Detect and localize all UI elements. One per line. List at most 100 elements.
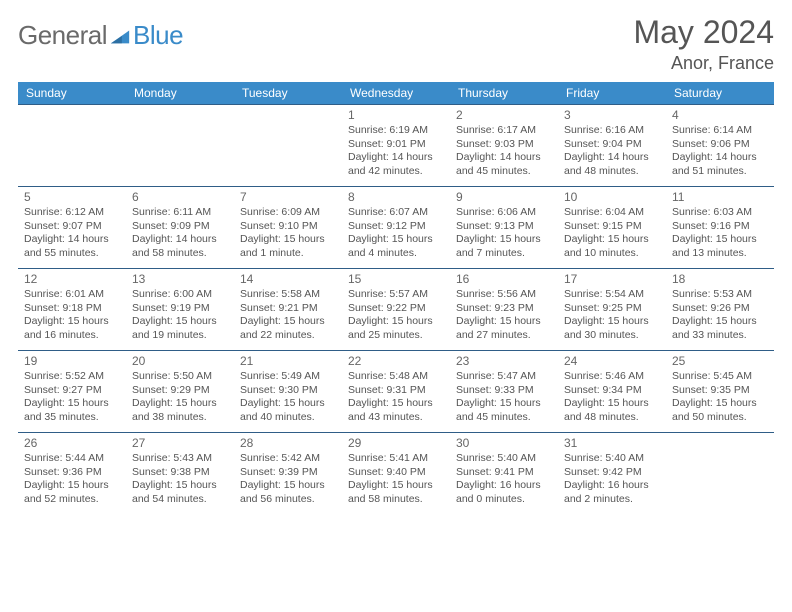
daylight-line2: and 4 minutes. xyxy=(348,247,444,261)
daylight-line1: Daylight: 15 hours xyxy=(24,397,120,411)
daylight-line1: Daylight: 15 hours xyxy=(348,233,444,247)
daylight-line1: Daylight: 14 hours xyxy=(456,151,552,165)
day-number: 14 xyxy=(240,272,336,286)
calendar-day-cell: 26Sunrise: 5:44 AMSunset: 9:36 PMDayligh… xyxy=(18,433,126,515)
daylight-line2: and 51 minutes. xyxy=(672,165,768,179)
daylight-line1: Daylight: 14 hours xyxy=(132,233,228,247)
sunrise-text: Sunrise: 5:56 AM xyxy=(456,288,552,302)
calendar-day-cell: 24 Sunrise: 5:46 AMSunset: 9:34 PMDayligh… xyxy=(558,351,666,433)
calendar-day-cell: 11Sunrise: 6:03 AMSunset: 9:16 PMDayligh… xyxy=(666,187,774,269)
day-info: Sunrise: 6:19 AMSunset: 9:01 PMDaylight:… xyxy=(348,124,444,179)
day-number: 17 xyxy=(564,272,660,286)
daylight-line1: Daylight: 15 hours xyxy=(672,233,768,247)
day-header: Tuesday xyxy=(234,82,342,105)
day-info: Sunrise: 5:43 AMSunset: 9:38 PMDaylight:… xyxy=(132,452,228,507)
day-number: 12 xyxy=(24,272,120,286)
calendar-day-cell: 23 Sunrise: 5:47 AMSunset: 9:33 PMDayligh… xyxy=(450,351,558,433)
sunset-text: Sunset: 9:06 PM xyxy=(672,138,768,152)
daylight-line2: and 58 minutes. xyxy=(348,493,444,507)
sunrise-text: Sunrise: 5:53 AM xyxy=(672,288,768,302)
calendar-week-row: 12Sunrise: 6:01 AMSunset: 9:18 PMDayligh… xyxy=(18,269,774,351)
daylight-line1: Daylight: 15 hours xyxy=(240,315,336,329)
daylight-line1: Daylight: 16 hours xyxy=(456,479,552,493)
sunset-text: Sunset: 9:39 PM xyxy=(240,466,336,480)
calendar-day-cell xyxy=(126,105,234,187)
sunset-text: Sunset: 9:22 PM xyxy=(348,302,444,316)
sunset-text: Sunset: 9:27 PM xyxy=(24,384,120,398)
calendar-week-row: 19Sunrise: 5:52 AMSunset: 9:27 PMDayligh… xyxy=(18,351,774,433)
day-header: Wednesday xyxy=(342,82,450,105)
daylight-line1: Daylight: 15 hours xyxy=(240,479,336,493)
day-info: Sunrise: 5:42 AMSunset: 9:39 PMDaylight:… xyxy=(240,452,336,507)
daylight-line2: and 52 minutes. xyxy=(24,493,120,507)
calendar-day-cell: 25Sunrise: 5:45 AMSunset: 9:35 PMDayligh… xyxy=(666,351,774,433)
sunrise-text: Sunrise: 6:11 AM xyxy=(132,206,228,220)
daylight-line1: Daylight: 15 hours xyxy=(672,315,768,329)
sunrise-text: Sunrise: 5:58 AM xyxy=(240,288,336,302)
sunrise-text: Sunrise: 5:41 AM xyxy=(348,452,444,466)
day-info: Sunrise: 5:40 AMSunset: 9:41 PMDaylight:… xyxy=(456,452,552,507)
day-number: 8 xyxy=(348,190,444,204)
daylight-line1: Daylight: 15 hours xyxy=(672,397,768,411)
day-number: 24 xyxy=(564,354,660,368)
daylight-line1: Daylight: 14 hours xyxy=(564,151,660,165)
calendar-day-cell: 6Sunrise: 6:11 AMSunset: 9:09 PMDaylight… xyxy=(126,187,234,269)
daylight-line2: and 55 minutes. xyxy=(24,247,120,261)
calendar-day-cell xyxy=(666,433,774,515)
calendar-day-cell: 20Sunrise: 5:50 AMSunset: 9:29 PMDayligh… xyxy=(126,351,234,433)
daylight-line1: Daylight: 15 hours xyxy=(240,397,336,411)
day-info: Sunrise: 5:46 AMSunset: 9:34 PMDaylight:… xyxy=(564,370,660,425)
day-info: Sunrise: 6:16 AMSunset: 9:04 PMDaylight:… xyxy=(564,124,660,179)
sunset-text: Sunset: 9:42 PM xyxy=(564,466,660,480)
sunrise-text: Sunrise: 5:42 AM xyxy=(240,452,336,466)
calendar-day-cell: 1Sunrise: 6:19 AMSunset: 9:01 PMDaylight… xyxy=(342,105,450,187)
brand-part2: Blue xyxy=(133,20,183,51)
daylight-line2: and 22 minutes. xyxy=(240,329,336,343)
sunset-text: Sunset: 9:30 PM xyxy=(240,384,336,398)
sunset-text: Sunset: 9:09 PM xyxy=(132,220,228,234)
day-info: Sunrise: 5:48 AMSunset: 9:31 PMDaylight:… xyxy=(348,370,444,425)
daylight-line2: and 56 minutes. xyxy=(240,493,336,507)
day-number: 23 xyxy=(456,354,552,368)
day-number: 19 xyxy=(24,354,120,368)
sunrise-text: Sunrise: 6:07 AM xyxy=(348,206,444,220)
daylight-line1: Daylight: 15 hours xyxy=(240,233,336,247)
day-info: Sunrise: 6:04 AMSunset: 9:15 PMDaylight:… xyxy=(564,206,660,261)
sunrise-text: Sunrise: 5:47 AM xyxy=(456,370,552,384)
daylight-line2: and 50 minutes. xyxy=(672,411,768,425)
day-number: 13 xyxy=(132,272,228,286)
day-header: Thursday xyxy=(450,82,558,105)
sunset-text: Sunset: 9:15 PM xyxy=(564,220,660,234)
calendar-table: Sunday Monday Tuesday Wednesday Thursday… xyxy=(18,82,774,515)
day-number: 26 xyxy=(24,436,120,450)
day-info: Sunrise: 5:49 AMSunset: 9:30 PMDaylight:… xyxy=(240,370,336,425)
daylight-line2: and 45 minutes. xyxy=(456,165,552,179)
sunrise-text: Sunrise: 5:45 AM xyxy=(672,370,768,384)
daylight-line1: Daylight: 14 hours xyxy=(672,151,768,165)
day-info: Sunrise: 5:58 AMSunset: 9:21 PMDaylight:… xyxy=(240,288,336,343)
daylight-line1: Daylight: 15 hours xyxy=(456,315,552,329)
calendar-week-row: 5Sunrise: 6:12 AMSunset: 9:07 PMDaylight… xyxy=(18,187,774,269)
sunset-text: Sunset: 9:16 PM xyxy=(672,220,768,234)
day-info: Sunrise: 5:50 AMSunset: 9:29 PMDaylight:… xyxy=(132,370,228,425)
sunrise-text: Sunrise: 5:40 AM xyxy=(456,452,552,466)
day-number: 2 xyxy=(456,108,552,122)
day-info: Sunrise: 6:11 AMSunset: 9:09 PMDaylight:… xyxy=(132,206,228,261)
sunset-text: Sunset: 9:35 PM xyxy=(672,384,768,398)
daylight-line2: and 54 minutes. xyxy=(132,493,228,507)
sunrise-text: Sunrise: 5:46 AM xyxy=(564,370,660,384)
day-number: 9 xyxy=(456,190,552,204)
daylight-line1: Daylight: 15 hours xyxy=(132,315,228,329)
sunset-text: Sunset: 9:33 PM xyxy=(456,384,552,398)
location: Anor, France xyxy=(633,53,774,74)
calendar-day-cell: 13Sunrise: 6:00 AMSunset: 9:19 PMDayligh… xyxy=(126,269,234,351)
sunrise-text: Sunrise: 5:43 AM xyxy=(132,452,228,466)
day-number: 15 xyxy=(348,272,444,286)
daylight-line2: and 35 minutes. xyxy=(24,411,120,425)
sunset-text: Sunset: 9:04 PM xyxy=(564,138,660,152)
daylight-line1: Daylight: 16 hours xyxy=(564,479,660,493)
day-header-row: Sunday Monday Tuesday Wednesday Thursday… xyxy=(18,82,774,105)
daylight-line1: Daylight: 14 hours xyxy=(348,151,444,165)
daylight-line1: Daylight: 15 hours xyxy=(456,397,552,411)
day-info: Sunrise: 5:47 AMSunset: 9:33 PMDaylight:… xyxy=(456,370,552,425)
